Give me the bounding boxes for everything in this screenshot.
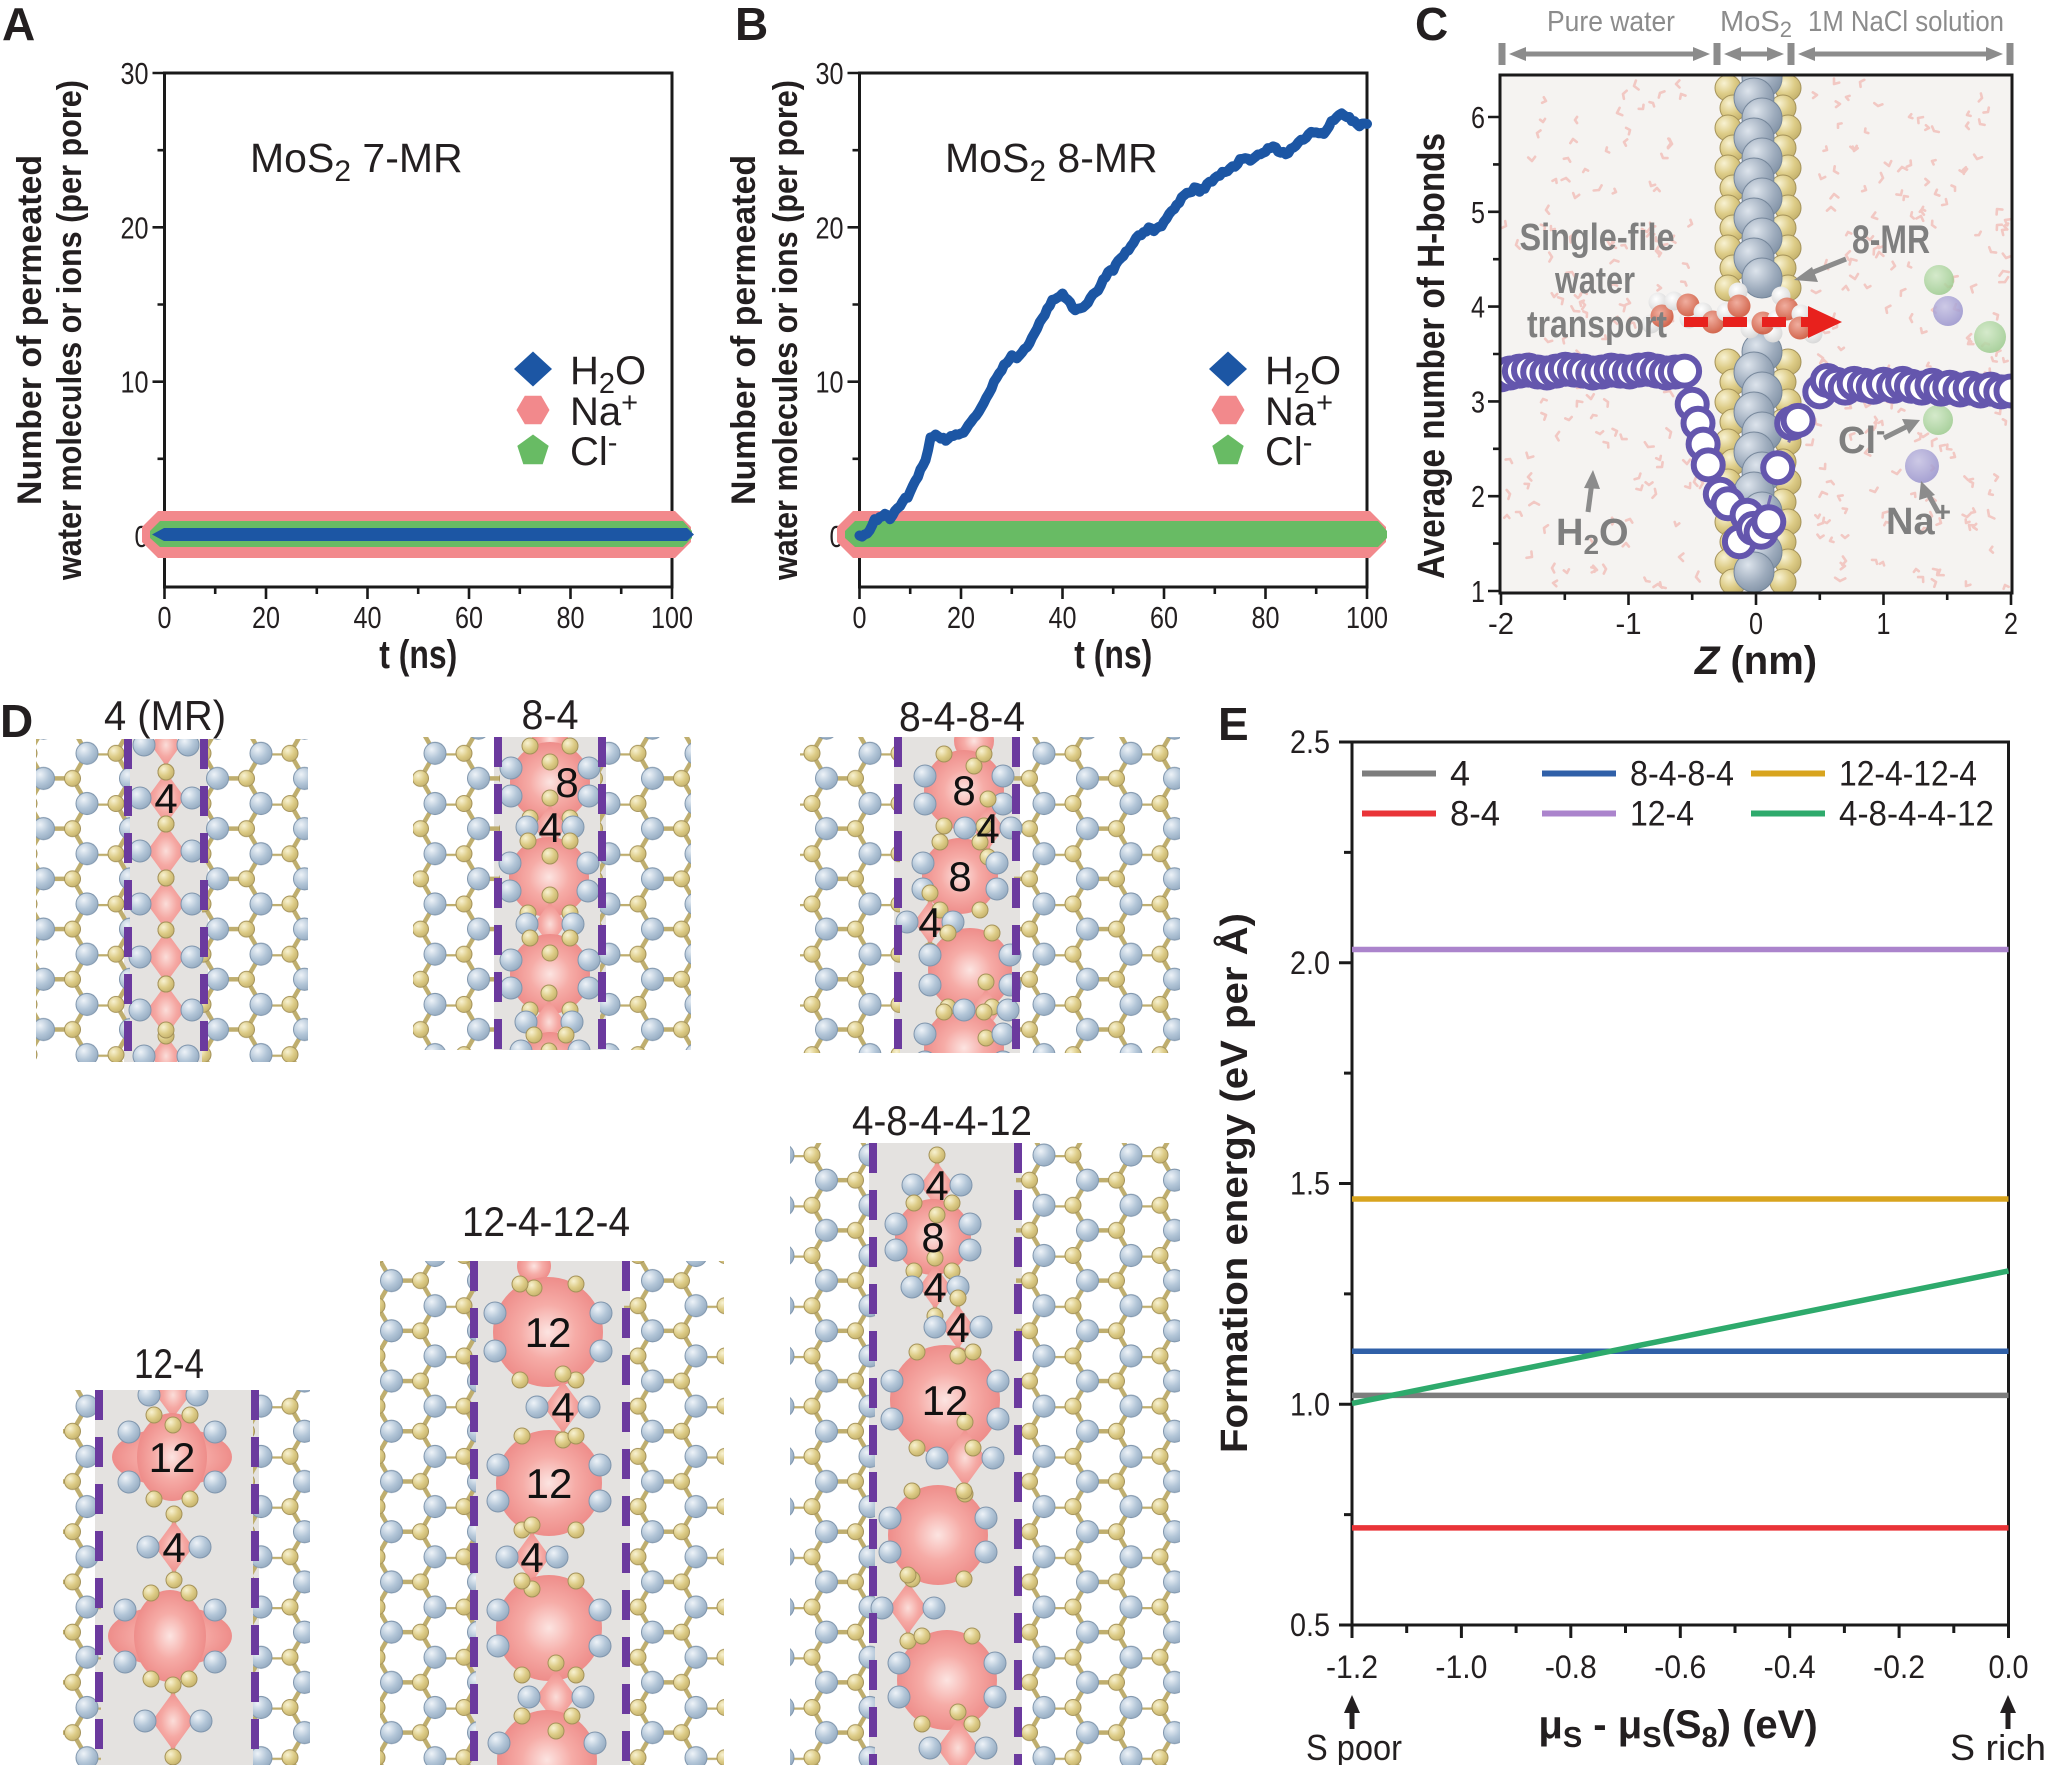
svg-text:12-4: 12-4 — [1630, 795, 1694, 834]
svg-text:B: B — [735, 0, 768, 50]
svg-text:0.0: 0.0 — [1989, 1649, 2029, 1685]
svg-text:12: 12 — [149, 1434, 196, 1481]
svg-text:-1.2: -1.2 — [1326, 1649, 1378, 1685]
svg-text:μS - μS(S8) (eV): μS - μS(S8) (eV) — [1538, 1703, 1817, 1754]
svg-text:4: 4 — [162, 1524, 185, 1571]
svg-text:Cl-: Cl- — [570, 427, 617, 474]
svg-text:4: 4 — [538, 804, 561, 851]
svg-text:20: 20 — [816, 210, 844, 245]
svg-text:5: 5 — [1471, 195, 1485, 230]
svg-text:30: 30 — [121, 56, 149, 91]
svg-text:12-4: 12-4 — [134, 1340, 204, 1387]
svg-text:t (ns): t (ns) — [1074, 633, 1152, 677]
svg-text:-0.2: -0.2 — [1873, 1649, 1925, 1685]
svg-text:100: 100 — [1346, 600, 1388, 635]
svg-text:0: 0 — [158, 600, 172, 635]
svg-text:12: 12 — [526, 1460, 573, 1507]
svg-text:2: 2 — [2004, 606, 2018, 641]
svg-text:1.5: 1.5 — [1290, 1166, 1330, 1202]
svg-text:60: 60 — [1150, 600, 1178, 635]
svg-text:4-8-4-4-12: 4-8-4-4-12 — [852, 1097, 1032, 1144]
svg-text:2.0: 2.0 — [1290, 945, 1330, 981]
svg-text:8-4: 8-4 — [522, 691, 579, 738]
svg-text:D: D — [0, 695, 33, 747]
svg-text:4 (MR): 4 (MR) — [104, 692, 226, 739]
svg-text:12-4-12-4: 12-4-12-4 — [462, 1198, 630, 1245]
svg-text:0.5: 0.5 — [1290, 1607, 1330, 1643]
svg-text:water: water — [1554, 260, 1635, 302]
svg-text:water molecules or ions (per p: water molecules or ions (per pore) — [51, 80, 89, 581]
svg-text:4: 4 — [918, 899, 941, 946]
svg-text:4: 4 — [946, 1304, 969, 1351]
svg-text:-0.8: -0.8 — [1545, 1649, 1597, 1685]
svg-text:8-4-8-4: 8-4-8-4 — [899, 693, 1025, 740]
svg-text:0: 0 — [853, 600, 867, 635]
svg-text:Pure water: Pure water — [1547, 6, 1675, 38]
svg-text:MoS2 7-MR: MoS2 7-MR — [250, 135, 463, 188]
svg-text:8-4-8-4: 8-4-8-4 — [1630, 755, 1734, 794]
svg-text:-2: -2 — [1488, 606, 1514, 641]
svg-text:40: 40 — [1049, 600, 1077, 635]
svg-text:A: A — [2, 0, 35, 50]
svg-text:S rich: S rich — [1950, 1727, 2046, 1765]
svg-text:Formation energy (eV per Å): Formation energy (eV per Å) — [1212, 913, 1256, 1453]
svg-text:4: 4 — [551, 1384, 574, 1431]
svg-text:4: 4 — [1450, 755, 1470, 794]
svg-text:30: 30 — [816, 56, 844, 91]
svg-text:C: C — [1415, 0, 1448, 50]
svg-text:S poor: S poor — [1306, 1727, 1402, 1765]
svg-text:40: 40 — [354, 600, 382, 635]
svg-text:100: 100 — [651, 600, 693, 635]
svg-text:3: 3 — [1471, 384, 1485, 419]
svg-text:4: 4 — [925, 1162, 948, 1209]
svg-text:water molecules or ions (per p: water molecules or ions (per pore) — [767, 80, 805, 581]
svg-text:MoS2 8-MR: MoS2 8-MR — [945, 135, 1158, 188]
svg-text:8-MR: 8-MR — [1852, 218, 1930, 262]
svg-text:12: 12 — [525, 1309, 572, 1356]
svg-text:8-4: 8-4 — [1450, 795, 1500, 834]
svg-text:12-4-12-4: 12-4-12-4 — [1839, 755, 1977, 794]
svg-text:12: 12 — [922, 1377, 969, 1424]
svg-text:0: 0 — [1749, 606, 1763, 641]
svg-text:20: 20 — [121, 210, 149, 245]
svg-text:-0.4: -0.4 — [1764, 1649, 1816, 1685]
svg-text:Number of permeated: Number of permeated — [11, 155, 49, 505]
svg-text:transport: transport — [1527, 304, 1667, 346]
svg-text:1M NaCl solution: 1M NaCl solution — [1808, 6, 2004, 38]
svg-text:1: 1 — [1877, 606, 1891, 641]
svg-text:Z (nm): Z (nm) — [1694, 639, 1817, 683]
svg-text:Number of permeated: Number of permeated — [725, 155, 763, 505]
svg-text:4: 4 — [154, 775, 177, 822]
svg-text:E: E — [1218, 698, 1249, 750]
svg-text:-0.6: -0.6 — [1654, 1649, 1706, 1685]
svg-text:4: 4 — [923, 1264, 946, 1311]
svg-text:80: 80 — [1252, 600, 1280, 635]
svg-text:4-8-4-4-12: 4-8-4-4-12 — [1839, 795, 1994, 834]
svg-text:20: 20 — [252, 600, 280, 635]
svg-text:8: 8 — [555, 759, 578, 806]
svg-text:H2O: H2O — [1556, 512, 1629, 560]
svg-text:8: 8 — [948, 853, 971, 900]
svg-text:1: 1 — [1471, 574, 1485, 609]
svg-text:8: 8 — [921, 1214, 944, 1261]
svg-text:4: 4 — [520, 1534, 543, 1581]
svg-text:t (ns): t (ns) — [379, 633, 457, 677]
svg-text:2: 2 — [1471, 479, 1485, 514]
svg-text:2.5: 2.5 — [1290, 724, 1330, 760]
svg-text:6: 6 — [1471, 100, 1485, 135]
svg-text:10: 10 — [121, 365, 149, 400]
svg-text:20: 20 — [947, 600, 975, 635]
svg-text:60: 60 — [455, 600, 483, 635]
svg-text:Single-file: Single-file — [1520, 217, 1675, 259]
svg-text:4: 4 — [1471, 290, 1485, 325]
svg-text:-1: -1 — [1616, 606, 1642, 641]
svg-text:80: 80 — [557, 600, 585, 635]
svg-text:4: 4 — [976, 805, 999, 852]
svg-text:10: 10 — [816, 365, 844, 400]
svg-text:-1.0: -1.0 — [1435, 1649, 1487, 1685]
svg-text:1.0: 1.0 — [1290, 1386, 1330, 1422]
svg-text:Average number of H-bonds: Average number of H-bonds — [1411, 133, 1453, 579]
svg-text:8: 8 — [952, 767, 975, 814]
